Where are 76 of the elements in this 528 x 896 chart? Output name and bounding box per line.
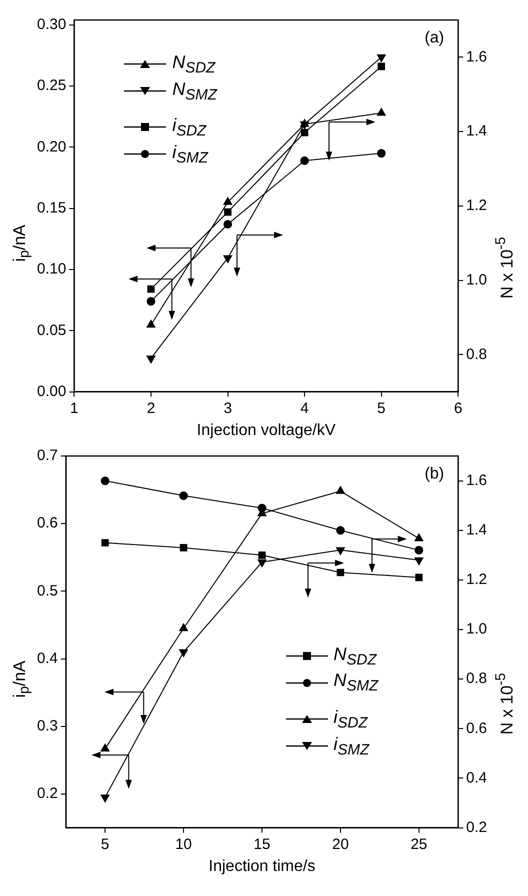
y-tick-label: 0.5: [36, 582, 58, 600]
legend-label: N$_{SMZ}$: [172, 78, 217, 104]
point: [336, 568, 344, 576]
y-tick-label: 0.20: [36, 138, 66, 156]
y-tick-label: 0.15: [36, 199, 66, 216]
y2-tick-label: 0.6: [466, 720, 488, 737]
y-tick-label: 0.05: [36, 322, 66, 339]
y2-tick-label: 1.0: [466, 620, 488, 638]
point: [223, 255, 232, 263]
y2-tick-label: 0.8: [466, 670, 488, 688]
legend-label: N$_{SDZ}$: [172, 52, 216, 77]
x-tick-label: 5: [377, 400, 386, 417]
legend-label: i$_{SMZ}$: [334, 734, 370, 758]
point: [377, 149, 386, 158]
point: [336, 526, 345, 535]
y-tick-label: 0.2: [36, 785, 58, 802]
y-tick-label: 0.25: [36, 77, 66, 94]
y2-tick-label: 0.8: [466, 346, 488, 363]
y2-tick-label: 1.6: [466, 472, 488, 489]
x-tick-label: 1: [70, 400, 78, 417]
point: [179, 649, 188, 658]
point: [300, 156, 309, 165]
y2-tick-label: 0.2: [466, 818, 488, 836]
x-tick-label: 25: [410, 836, 428, 853]
point: [101, 539, 109, 546]
point: [258, 551, 266, 559]
point: [336, 486, 345, 494]
point: [146, 356, 156, 364]
annotation: (b): [424, 465, 444, 482]
point: [258, 504, 266, 512]
x-tick-label: 5: [100, 836, 110, 853]
point: [147, 285, 155, 293]
y-tick-label: 0.4: [36, 650, 58, 667]
x-tick-label: 4: [300, 400, 309, 417]
point: [146, 296, 156, 306]
y2-tick-label: 0.4: [466, 769, 488, 786]
point: [223, 197, 232, 205]
x-tick-label: 3: [224, 400, 232, 417]
legend-label: i$_{SMZ}$: [172, 142, 208, 166]
legend-label: i$_{SDZ}$: [334, 707, 368, 732]
point: [179, 491, 188, 500]
y2-tick-label: 1.6: [466, 48, 488, 66]
point: [179, 623, 188, 632]
y-tick-label: 0.6: [36, 514, 58, 532]
x-tick-label: 20: [332, 836, 349, 853]
y-tick-label: 0.00: [36, 382, 66, 400]
x-axis-title: Injection time/s: [208, 858, 316, 875]
y-tick-label: 0.10: [36, 260, 66, 278]
y-tick-label: 0.30: [36, 16, 66, 34]
y-tick-label: 0.3: [36, 718, 58, 735]
y2-tick-label: 1.2: [466, 571, 488, 588]
point: [414, 533, 424, 542]
point: [378, 62, 386, 70]
point: [223, 220, 232, 229]
point: [300, 119, 309, 127]
y2-tick-label: 1.0: [466, 271, 488, 288]
legend-label: i$_{SDZ}$: [172, 115, 206, 140]
point: [376, 108, 386, 116]
legend-label: N$_{SMZ}$: [334, 670, 378, 696]
y-tick-label: 0.7: [36, 447, 58, 464]
point: [415, 574, 423, 582]
point: [100, 794, 110, 802]
x-axis-title: Injection voltage/kV: [196, 422, 336, 439]
point: [414, 546, 424, 554]
x-tick-label: 2: [146, 400, 156, 417]
legend-label: N$_{SDZ}$: [334, 644, 377, 668]
point: [224, 208, 232, 216]
y2-tick-label: 1.4: [466, 522, 488, 538]
y2-tick-label: 1.4: [466, 122, 488, 140]
x-tick-label: 15: [254, 836, 270, 853]
point: [100, 476, 110, 486]
y2-tick-label: 1.2: [466, 197, 488, 214]
x-tick-label: 6: [454, 400, 462, 417]
x-tick-label: 10: [175, 836, 192, 853]
annotation: (a): [424, 29, 444, 46]
point: [180, 544, 188, 552]
